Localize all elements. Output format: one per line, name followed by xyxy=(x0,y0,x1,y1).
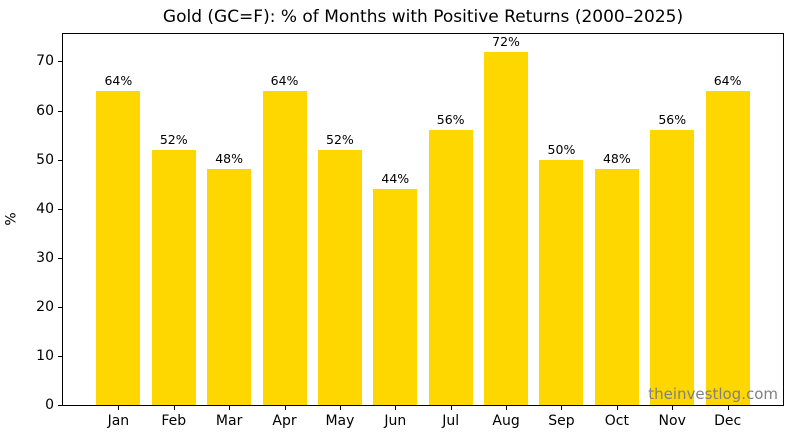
bar-feb xyxy=(151,149,196,405)
y-tick-mark xyxy=(58,61,62,63)
bar-mar xyxy=(207,169,252,405)
x-tick-label-jul: Jul xyxy=(442,413,460,429)
bar-value-label-dec: 64% xyxy=(713,72,742,88)
bar-oct xyxy=(594,169,639,405)
bar-value-label-oct: 48% xyxy=(602,151,631,167)
bar-value-label-nov: 56% xyxy=(658,112,687,128)
bar-value-label-jul: 56% xyxy=(436,112,465,128)
y-tick-mark xyxy=(58,208,62,210)
bar-jan xyxy=(96,90,141,405)
x-tick-mark xyxy=(616,406,618,410)
x-tick-mark xyxy=(284,406,286,410)
y-tick-label: 50 xyxy=(36,151,54,168)
y-tick-label: 60 xyxy=(36,102,54,119)
y-tick-label: 0 xyxy=(45,397,54,413)
x-tick-mark xyxy=(561,406,563,410)
y-tick-mark xyxy=(58,257,62,259)
x-tick-label-aug: Aug xyxy=(492,413,520,429)
bar-jul xyxy=(428,130,473,405)
bar-value-label-jan: 64% xyxy=(104,72,133,88)
x-tick-mark xyxy=(672,406,674,410)
bar-jun xyxy=(373,189,418,405)
x-tick-mark xyxy=(173,406,175,410)
chart-title: Gold (GC=F): % of Months with Positive R… xyxy=(162,7,684,27)
x-tick-label-mar: Mar xyxy=(215,413,243,429)
x-tick-mark xyxy=(506,406,508,410)
x-tick-label-may: May xyxy=(325,413,355,429)
bar-value-label-may: 52% xyxy=(326,131,354,147)
x-tick-mark xyxy=(118,406,120,410)
y-tick-label: 30 xyxy=(36,249,54,266)
bar-value-label-apr: 64% xyxy=(270,72,299,88)
x-tick-label-dec: Dec xyxy=(714,413,742,429)
x-tick-label-sep: Sep xyxy=(548,413,575,429)
y-tick-mark xyxy=(58,306,62,308)
bar-apr xyxy=(262,90,307,405)
bar-value-label-jun: 44% xyxy=(381,171,410,187)
x-tick-mark xyxy=(450,406,452,410)
bar-value-label-mar: 48% xyxy=(215,151,244,167)
x-tick-mark xyxy=(727,406,729,410)
y-tick-label: 10 xyxy=(36,347,54,364)
x-tick-mark xyxy=(229,406,231,410)
x-tick-mark xyxy=(395,406,397,410)
y-tick-mark xyxy=(58,110,62,112)
plot-area: theinvestlog.com 64% 52% 48% 64% 52% 44% 56% 72… xyxy=(62,33,784,406)
x-tick-label-oct: Oct xyxy=(604,413,629,429)
bar-may xyxy=(317,149,362,405)
x-tick-label-jun: Jun xyxy=(384,413,407,429)
y-tick-label: 20 xyxy=(36,298,54,315)
bar-value-label-sep: 50% xyxy=(547,141,576,157)
bar-dec xyxy=(705,90,750,405)
x-tick-label-jan: Jan xyxy=(107,413,130,429)
x-tick-label-nov: Nov xyxy=(658,413,686,429)
y-tick-label: 40 xyxy=(36,200,54,217)
bar-nov xyxy=(650,130,695,405)
bar-sep xyxy=(539,159,584,405)
x-tick-label-feb: Feb xyxy=(161,413,187,429)
watermark-text: theinvestlog.com xyxy=(648,385,778,403)
y-tick-mark xyxy=(58,355,62,357)
bar-value-label-aug: 72% xyxy=(492,33,520,49)
x-tick-mark xyxy=(339,406,341,410)
y-tick-label: 70 xyxy=(36,53,54,70)
bar-value-label-feb: 52% xyxy=(159,131,188,147)
x-tick-label-apr: Apr xyxy=(272,413,297,429)
bar-aug xyxy=(484,51,529,405)
y-tick-mark xyxy=(58,405,62,406)
y-tick-mark xyxy=(58,159,62,161)
